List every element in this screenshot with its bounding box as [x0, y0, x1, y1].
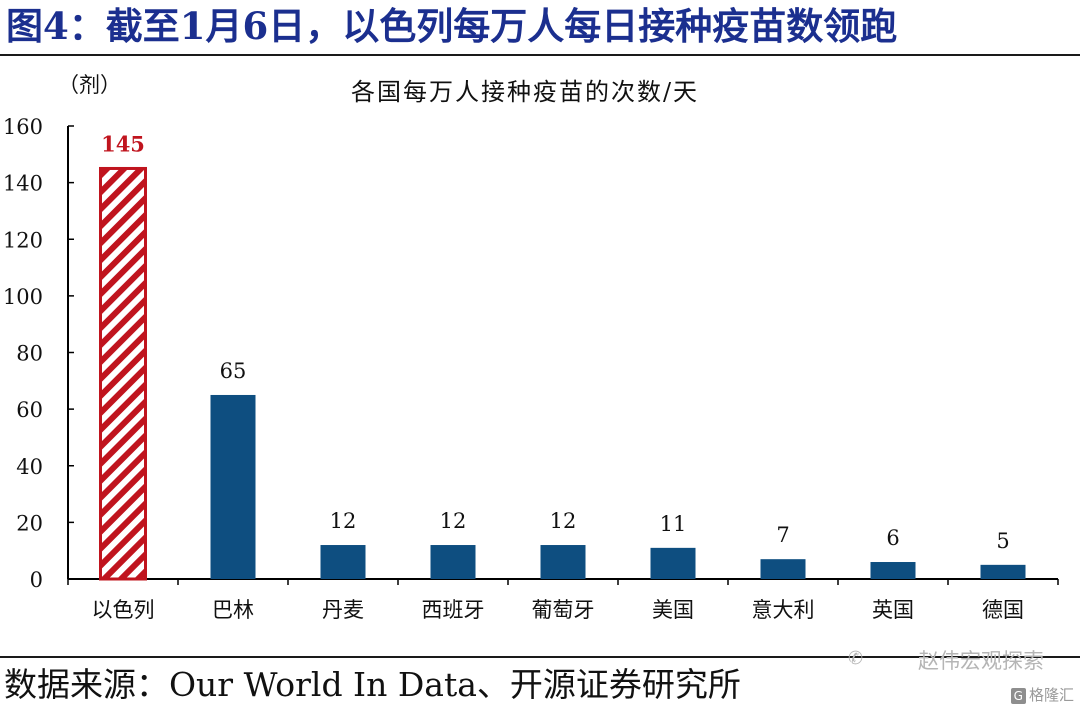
- data-label: 65: [220, 359, 247, 383]
- category-label: 西班牙: [422, 598, 485, 622]
- y-tick-label: 100: [3, 285, 43, 309]
- logo-text: 格隆汇: [1028, 686, 1074, 704]
- chart-title: 各国每万人接种疫苗的次数/天: [351, 78, 699, 106]
- y-tick-label: 20: [16, 511, 43, 535]
- y-axis-unit: （剂）: [58, 73, 121, 97]
- y-tick-label: 120: [3, 228, 43, 252]
- top-divider: [0, 54, 1080, 56]
- data-label: 12: [330, 509, 357, 533]
- bar: [870, 562, 916, 579]
- wechat-icon: ✆: [848, 648, 864, 669]
- bar: [650, 547, 696, 579]
- y-tick-label: 140: [3, 172, 43, 196]
- y-tick-label: 80: [16, 342, 43, 366]
- logo-badge: G: [1010, 688, 1026, 704]
- bar-highlight: [99, 166, 147, 581]
- category-label: 美国: [652, 598, 694, 622]
- data-label: 7: [776, 523, 789, 547]
- category-label: 以色列: [92, 598, 155, 622]
- watermark-logo: G 格隆汇: [1010, 684, 1074, 706]
- figure-title: 图4：截至1月6日，以色列每万人每日接种疫苗数领跑: [6, 4, 898, 48]
- data-label: 12: [440, 509, 467, 533]
- category-label: 意大利: [752, 598, 815, 622]
- category-label: 葡萄牙: [532, 598, 595, 622]
- y-tick-label: 0: [30, 568, 43, 592]
- source-note: 数据来源：Our World In Data、开源证券研究所: [4, 665, 741, 704]
- bottom-divider: [0, 656, 1080, 658]
- y-tick-label: 40: [16, 455, 43, 479]
- data-label: 6: [886, 526, 899, 550]
- data-label: 5: [996, 529, 1009, 553]
- y-tick-label: 160: [3, 115, 43, 139]
- y-tick-label: 60: [16, 398, 43, 422]
- bar: [430, 545, 476, 579]
- data-label: 11: [660, 512, 687, 536]
- category-label: 英国: [872, 598, 914, 622]
- bar: [210, 394, 256, 579]
- bar: [760, 559, 806, 579]
- bar-chart: 各国每万人接种疫苗的次数/天 （剂） 0 20 40 60 80 100 120 140 160…: [3, 73, 1059, 622]
- category-label: 丹麦: [322, 598, 364, 622]
- category-label: 巴林: [212, 598, 254, 622]
- data-label: 145: [101, 131, 145, 156]
- bar: [980, 564, 1026, 579]
- bar: [540, 545, 586, 579]
- watermark-account: 赵伟宏观探索: [918, 649, 1044, 673]
- category-label: 德国: [982, 598, 1024, 622]
- bar: [320, 545, 366, 579]
- data-label: 12: [550, 509, 577, 533]
